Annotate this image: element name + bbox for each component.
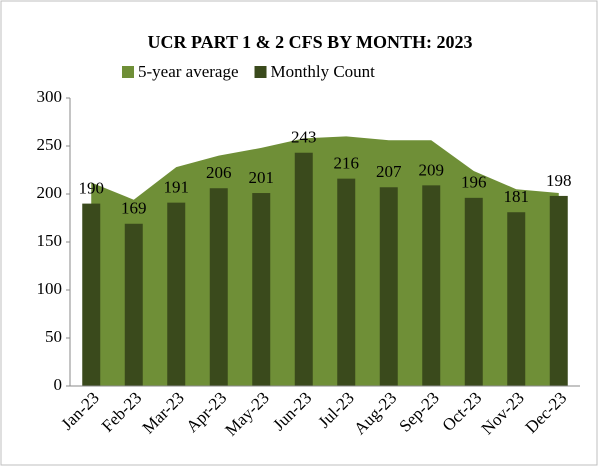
legend-label: Monthly Count xyxy=(271,62,376,81)
bar xyxy=(422,185,441,386)
y-tick-label: 50 xyxy=(45,327,62,346)
data-label: 206 xyxy=(206,163,232,182)
data-label: 209 xyxy=(419,160,445,179)
legend-swatch xyxy=(254,66,267,78)
data-label: 190 xyxy=(79,179,105,198)
data-label: 216 xyxy=(334,154,360,173)
bar xyxy=(124,223,143,386)
bar xyxy=(167,202,186,386)
bar xyxy=(209,188,228,386)
bar xyxy=(337,178,356,386)
y-tick-label: 250 xyxy=(37,135,63,154)
area xyxy=(91,136,559,386)
data-label: 198 xyxy=(546,171,572,190)
data-label: 169 xyxy=(121,199,147,218)
y-tick-label: 100 xyxy=(37,279,63,298)
bar xyxy=(507,212,526,386)
y-tick-label: 200 xyxy=(37,183,63,202)
bar xyxy=(294,152,313,386)
data-label: 243 xyxy=(291,128,317,147)
legend-swatch xyxy=(122,66,134,78)
bar xyxy=(464,197,483,386)
chart-title: UCR PART 1 & 2 CFS BY MONTH: 2023 xyxy=(147,32,472,52)
data-label: 201 xyxy=(249,168,275,187)
data-label: 191 xyxy=(164,178,190,197)
bar xyxy=(379,187,398,386)
y-tick-label: 300 xyxy=(37,87,63,106)
legend-label: 5-year average xyxy=(138,62,239,81)
bar xyxy=(82,203,101,386)
y-tick-label: 0 xyxy=(54,375,63,394)
bar xyxy=(252,193,271,386)
y-tick-label: 150 xyxy=(37,231,63,250)
data-label: 181 xyxy=(504,187,530,206)
bar xyxy=(549,195,568,386)
data-label: 207 xyxy=(376,162,402,181)
data-label: 196 xyxy=(461,173,487,192)
